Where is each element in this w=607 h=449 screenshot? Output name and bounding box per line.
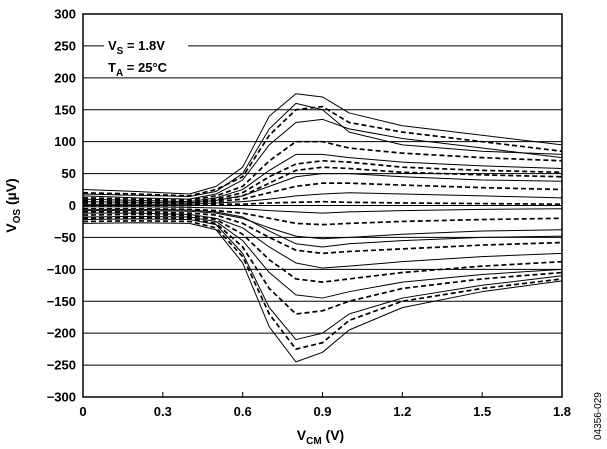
y-tick-label-11: −250 (47, 358, 76, 373)
y-tick-label-8: −100 (47, 262, 76, 277)
series-line-2 (82, 118, 563, 200)
x-axis-label-unit: (V) (322, 427, 345, 443)
x-axis-label: VCM (V) (297, 427, 344, 447)
y-tick-label-9: −150 (47, 294, 76, 309)
annotation-supply: VS = 1.8V (108, 38, 165, 57)
series-line-23 (83, 208, 563, 248)
series-line-0 (82, 93, 563, 195)
series-line-10 (83, 206, 563, 214)
x-tick-label-2: 0.6 (234, 404, 252, 419)
annotation-temperature-sub: A (116, 68, 123, 79)
annotation-supply-rest: = 1.8V (123, 38, 165, 53)
x-tick-label-3: 0.9 (313, 404, 331, 419)
y-tick-label-1: 250 (54, 38, 76, 53)
series-line-11 (83, 207, 563, 226)
figure-id: 04356-029 (593, 392, 604, 440)
series-line-18 (82, 218, 563, 341)
x-tick-label-5: 1.5 (473, 404, 491, 419)
x-axis-label-sub: CM (306, 436, 322, 447)
y-axis-label-unit: (µV) (3, 178, 19, 209)
series-line-14 (83, 212, 563, 269)
series-line-17 (82, 216, 563, 315)
y-axis-label-main: V (3, 223, 19, 233)
series-line-22 (82, 166, 563, 205)
series-line-15 (82, 213, 563, 283)
y-tick-label-4: 100 (54, 134, 76, 149)
x-tick-label-6: 1.8 (553, 404, 571, 419)
y-tick-label-7: −50 (54, 230, 76, 245)
series-line-20 (82, 222, 563, 363)
series-line-19 (82, 219, 563, 350)
x-tick-label-1: 0.3 (154, 404, 172, 419)
annotation-supply-sub: S (117, 46, 124, 57)
series-line-21 (82, 102, 563, 198)
y-tick-label-6: 0 (69, 198, 76, 213)
x-tick-label-0: 0 (79, 404, 86, 419)
y-tick-label-5: 50 (62, 166, 76, 181)
y-axis-label-sub: OS (12, 209, 23, 224)
series-lines (82, 93, 563, 363)
y-tick-label-2: 200 (54, 70, 76, 85)
series-line-1 (82, 105, 563, 197)
y-tick-label-10: −200 (47, 326, 76, 341)
x-axis-label-main: V (297, 427, 307, 443)
y-tick-label-3: 150 (54, 102, 76, 117)
y-tick-label-0: 300 (54, 7, 76, 22)
series-line-3 (82, 140, 563, 202)
series-line-13 (83, 211, 563, 255)
series-line-16 (82, 215, 563, 299)
annotation-temperature: TA = 25°C (108, 60, 168, 79)
y-tick-label-12: −300 (47, 390, 76, 405)
series-line-5 (82, 159, 563, 204)
series-line-9 (83, 200, 563, 207)
y-axis-label: VOS (µV) (3, 178, 23, 232)
annotation-temperature-rest: = 25°C (123, 60, 167, 75)
annotation-temperature-main: T (108, 60, 116, 75)
y-tick-labels: 300 250 200 150 100 50 0 −50 −100 −150 −200 −250 −30… (47, 7, 76, 405)
gridlines (83, 45, 562, 366)
annotation-background (104, 36, 188, 74)
series-line-12 (83, 210, 563, 240)
x-tick-label-4: 1.2 (393, 404, 411, 419)
annotation-supply-main: V (108, 38, 117, 53)
x-tick-labels: 0 0.3 0.6 0.9 1.2 1.5 1.8 (79, 392, 571, 419)
